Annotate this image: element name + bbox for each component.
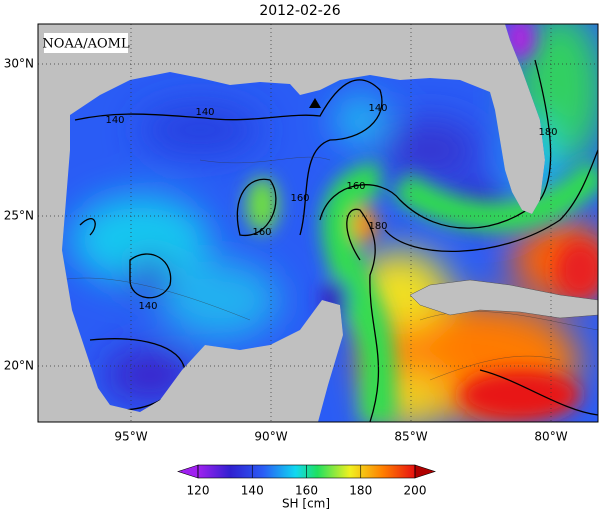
- longitude-label: 85°W: [394, 430, 427, 444]
- latitude-label: 30°N: [4, 57, 34, 71]
- contour-label: 180: [368, 221, 387, 232]
- credit-box: [44, 33, 128, 53]
- contour-label: 140: [368, 103, 387, 114]
- map-area: NOAA/AOML 140 140 140 140 160 160 160 180 180: [38, 24, 598, 422]
- longitude-label: 90°W: [254, 430, 287, 444]
- station-marker: [309, 98, 321, 108]
- colorbar-tick-label: 200: [404, 484, 427, 498]
- longitude-label: 95°W: [114, 430, 147, 444]
- map-title: 2012-02-26: [259, 3, 340, 19]
- colorbar-tick-label: 160: [295, 484, 318, 498]
- contour-labels: 140 140 140 140 160 160 160 180 180: [105, 103, 557, 312]
- colorbar-tick-label: 120: [187, 484, 210, 498]
- grid: [38, 24, 598, 422]
- contour-label: 140: [195, 107, 214, 118]
- axis-labels: 30°N 25°N 20°N 95°W 90°W 85°W 80°W: [4, 57, 568, 444]
- contour-label: 140: [105, 115, 124, 126]
- contour-label: 180: [538, 127, 557, 138]
- contour-label: 160: [290, 193, 309, 204]
- colorbar-tick-label: 140: [241, 484, 264, 498]
- colorbar-label: SH [cm]: [282, 497, 330, 511]
- colorbar-tick-label: 180: [349, 484, 372, 498]
- latitude-label: 25°N: [4, 209, 34, 223]
- latitude-label: 20°N: [4, 359, 34, 373]
- contour-label: 140: [138, 301, 157, 312]
- contour-label: 160: [346, 181, 365, 192]
- map-frame: [37, 23, 599, 423]
- credit: NOAA/AOML: [42, 37, 130, 52]
- colorbar: 120 140 160 180 200 SH [cm]: [177, 464, 436, 511]
- longitude-label: 80°W: [534, 430, 567, 444]
- contour-label: 160: [252, 227, 271, 238]
